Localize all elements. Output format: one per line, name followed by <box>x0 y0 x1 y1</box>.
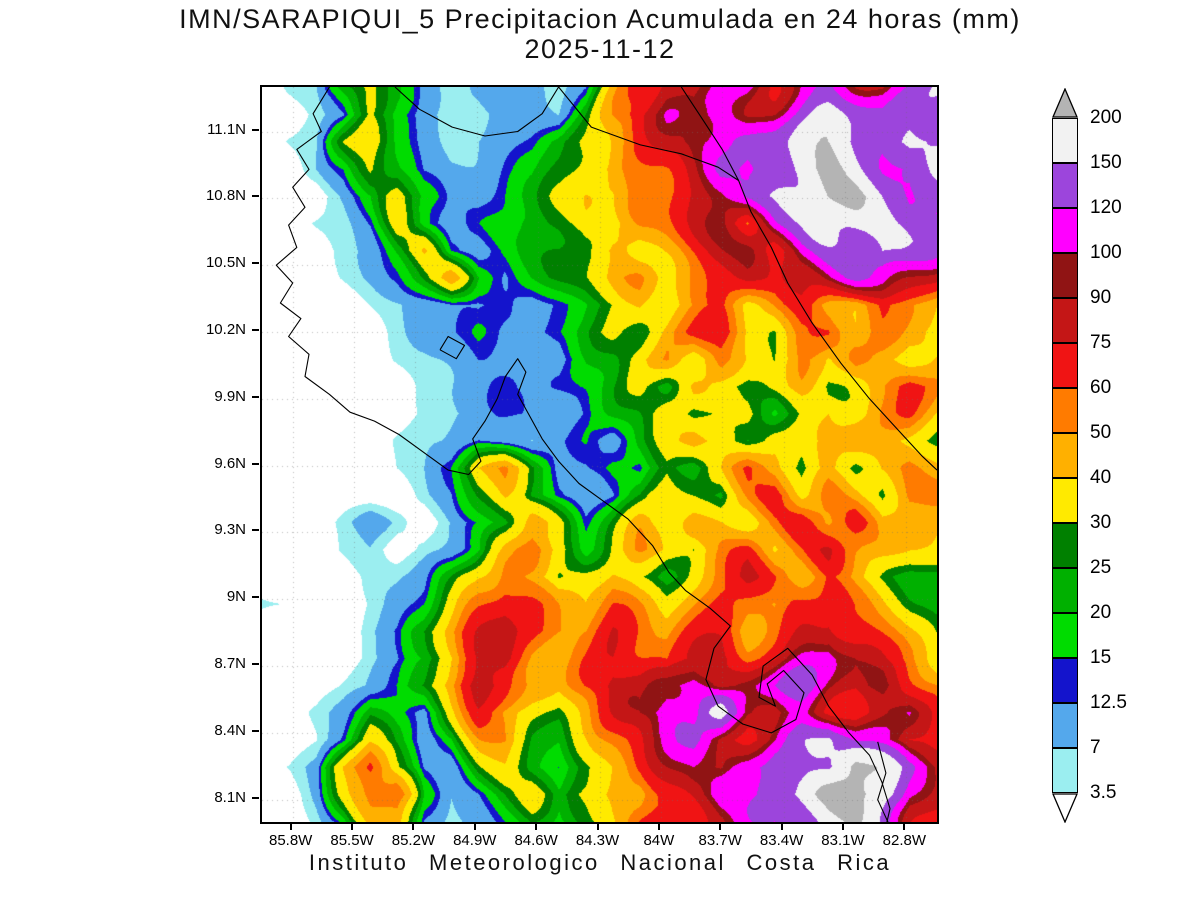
y-axis-tick-mark <box>252 596 259 599</box>
x-axis-tick-mark <box>412 823 415 830</box>
colorbar-tick-label: 20 <box>1090 602 1112 623</box>
y-axis-tick-label: 8.4N <box>214 721 246 739</box>
x-axis-tick-label: 83.4W <box>759 832 804 849</box>
x-axis-tick-mark <box>841 823 844 830</box>
chart-title-line1: IMN/SARAPIQUI_5 Precipitacion Acumulada … <box>179 4 1021 34</box>
x-axis-tick-label: 83.7W <box>698 832 742 849</box>
y-axis-tick-mark <box>252 329 259 331</box>
colorbar-tick-label: 60 <box>1090 377 1112 398</box>
colorbar-tick-label: 150 <box>1090 152 1122 173</box>
x-axis-tick-label: 84.3W <box>575 832 620 849</box>
x-axis-tick-mark <box>473 823 476 830</box>
y-axis-tick-label: 9.9N <box>214 387 246 405</box>
precipitation-field-canvas <box>262 87 937 822</box>
colorbar-tick-label: 50 <box>1090 422 1112 443</box>
x-axis-tick-mark <box>351 823 354 830</box>
x-axis-tick-mark <box>535 823 538 830</box>
y-axis-tick-mark <box>252 729 259 732</box>
colorbar-band <box>1052 118 1078 163</box>
x-axis-tick-label: 84W <box>643 832 675 849</box>
colorbar-band <box>1052 568 1078 613</box>
colorbar-tick-label: 3.5 <box>1090 782 1117 803</box>
y-axis-tick-label: 9.3N <box>214 521 246 539</box>
colorbar-band <box>1052 748 1078 793</box>
colorbar-tick-label: 200 <box>1090 107 1122 128</box>
colorbar-band <box>1052 703 1078 748</box>
colorbar-tick-label: 30 <box>1090 512 1112 533</box>
map-plot-area <box>260 85 939 824</box>
x-axis-tick-label: 85.8W <box>268 832 313 849</box>
y-axis-tick-mark <box>252 195 259 198</box>
y-axis-tick-mark <box>252 395 259 398</box>
colorbar-tick-label: 25 <box>1090 557 1112 578</box>
y-axis-tick-label: 10.5N <box>205 254 246 272</box>
colorbar-tick-label: 120 <box>1090 197 1122 218</box>
colorbar-band <box>1052 433 1078 478</box>
y-axis-tick-mark <box>252 796 259 799</box>
x-axis-tick-label: 84.9W <box>453 832 497 849</box>
colorbar-band <box>1052 343 1078 388</box>
y-axis-tick-label: 8.1N <box>214 788 246 806</box>
y-axis-tick-mark <box>252 462 259 465</box>
x-axis-tick-mark <box>657 823 660 830</box>
y-axis-tick-mark <box>252 262 259 265</box>
colorbar-above-max-arrow <box>1052 88 1078 118</box>
colorbar-tick-label: 7 <box>1090 737 1101 758</box>
chart-title-date: 2025-11-12 <box>524 34 676 65</box>
x-axis-tick-mark <box>719 823 722 830</box>
colorbar-band <box>1052 478 1078 523</box>
colorbar-band <box>1052 523 1078 568</box>
colorbar-band <box>1052 253 1078 298</box>
colorbar-tick-label: 100 <box>1090 242 1122 263</box>
x-axis-tick-mark <box>903 823 906 830</box>
colorbar-band <box>1052 613 1078 658</box>
colorbar-band <box>1052 208 1078 253</box>
x-axis-tick-label: 85.5W <box>330 832 374 849</box>
x-axis-tick-label: 83.1W <box>821 832 865 849</box>
y-axis-tick-mark <box>252 663 259 666</box>
x-axis-tick-label: 85.2W <box>391 832 436 849</box>
x-axis-tick-mark <box>596 823 599 830</box>
y-axis-tick-label: 11.1N <box>207 120 246 138</box>
y-axis-tick-label: 10.2N <box>205 321 246 338</box>
colorbar-band <box>1052 388 1078 433</box>
colorbar-band <box>1052 658 1078 703</box>
x-axis-tick-label: 84.6W <box>514 832 558 849</box>
colorbar-below-min-arrow <box>1052 793 1078 823</box>
colorbar-tick-label: 12.5 <box>1090 692 1127 713</box>
colorbar-tick-label: 40 <box>1090 467 1112 488</box>
colorbar-tick-label: 75 <box>1090 332 1112 353</box>
y-axis-tick-label: 8.7N <box>214 655 246 673</box>
x-axis-tick-mark <box>780 823 783 830</box>
y-axis-tick-label: 9.6N <box>214 454 246 472</box>
colorbar-tick-label: 90 <box>1090 287 1112 308</box>
colorbar-band <box>1052 298 1078 343</box>
footer-caption: Instituto Meteorologico Nacional Costa R… <box>308 850 892 875</box>
y-axis-tick-mark <box>252 529 259 532</box>
colorbar-tick-label: 15 <box>1090 647 1112 668</box>
colorbar-band <box>1052 163 1078 208</box>
y-axis-tick-label: 9N <box>226 588 246 606</box>
colorbar-legend: 200 150 120 100 90 75 60 50 40 30 25 20 15 12.5 7 3.5 <box>1052 88 1192 828</box>
x-axis-tick-label: 82.8W <box>882 832 926 849</box>
y-axis-tick-mark <box>252 128 259 131</box>
y-axis-tick-label: 10.8N <box>205 187 246 205</box>
x-axis-tick-mark <box>289 823 292 830</box>
chart-title: IMN/SARAPIQUI_5 Precipitacion Acumulada … <box>0 4 1200 64</box>
